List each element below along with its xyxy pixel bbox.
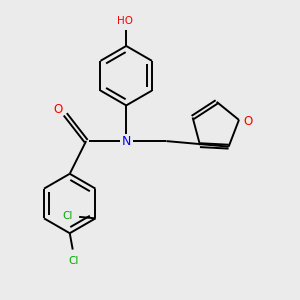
Text: Cl: Cl [62,211,72,221]
Text: N: N [122,135,131,148]
Text: O: O [53,103,62,116]
Text: O: O [244,115,253,128]
Text: HO: HO [117,16,133,26]
Text: Cl: Cl [68,256,79,266]
